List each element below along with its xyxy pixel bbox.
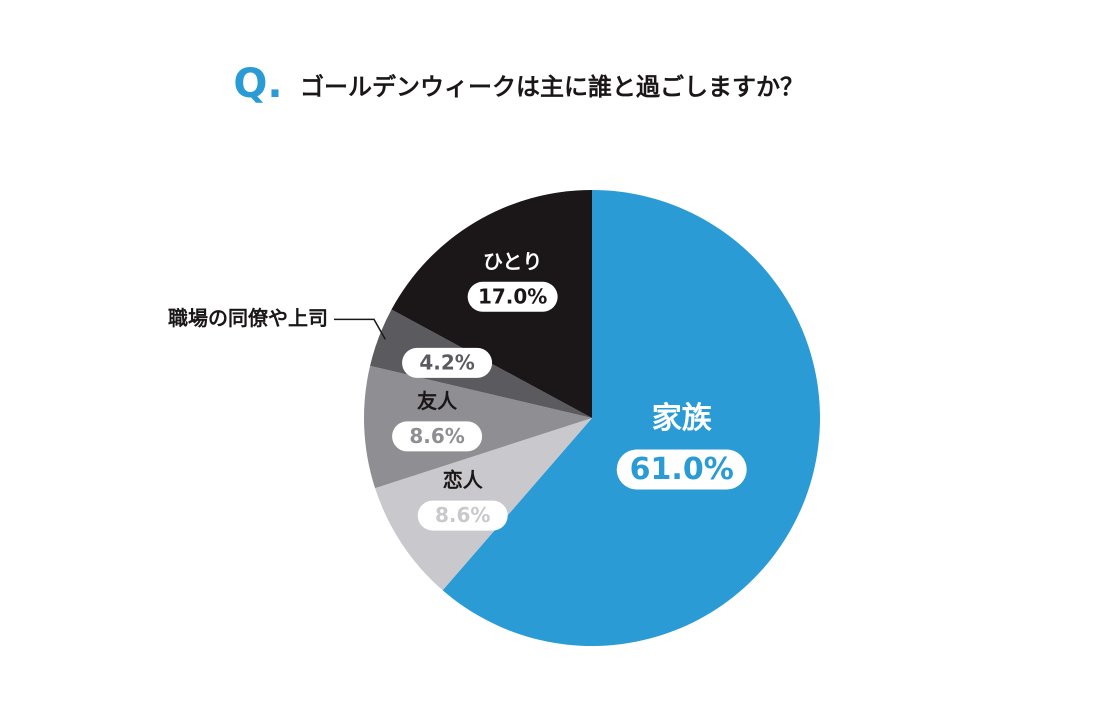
- slice-name: 家族: [652, 401, 713, 436]
- slice-name: 職場の同僚や上司: [168, 306, 328, 330]
- title-prefix: Q.: [233, 61, 282, 107]
- pie-slice: [442, 190, 820, 647]
- value-label: 8.6%: [409, 424, 464, 448]
- chart-title: ゴールデンウィークは主に誰と過ごしますか？: [300, 73, 804, 101]
- slice-name: ひとり: [483, 249, 542, 273]
- value-pill: [616, 449, 747, 490]
- value-pill: [417, 500, 508, 531]
- slice-name: 恋人: [443, 468, 484, 492]
- value-label: 4.2%: [419, 350, 474, 374]
- leader-line: [334, 318, 386, 340]
- value-label: 61.0%: [630, 452, 734, 487]
- value-label: 8.6%: [435, 503, 490, 527]
- value-label: 17.0%: [478, 284, 547, 308]
- slice-name: 友人: [417, 389, 458, 413]
- value-pill: [467, 281, 558, 312]
- value-pill: [392, 421, 483, 452]
- value-pill: [402, 347, 493, 378]
